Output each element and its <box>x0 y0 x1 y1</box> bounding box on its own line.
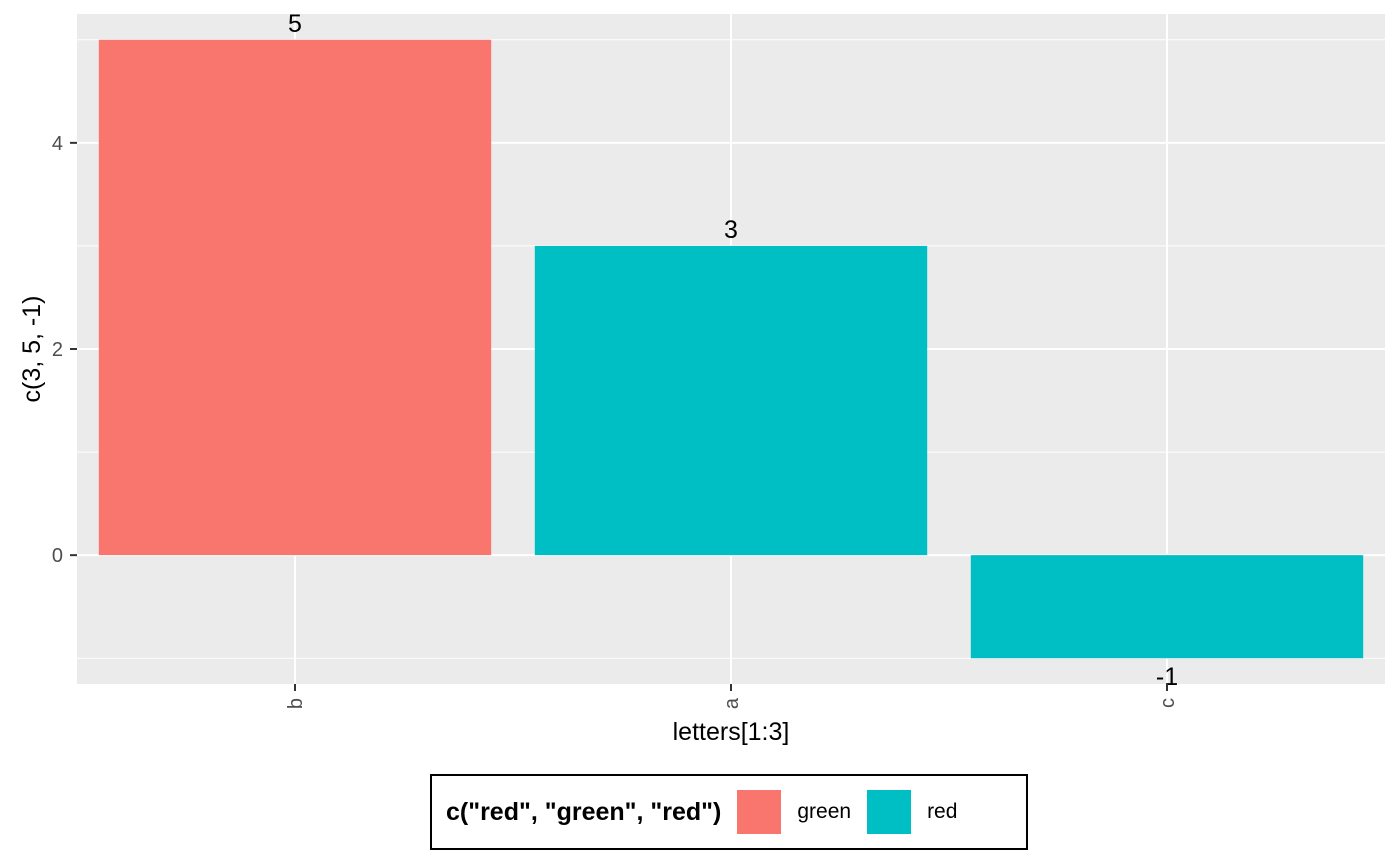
x-tick-label-c: c <box>1157 698 1179 708</box>
data-label-b: 5 <box>288 10 302 38</box>
bar-b <box>98 39 492 556</box>
data-label-a: 3 <box>724 216 738 244</box>
legend-item-green: green <box>737 790 851 834</box>
data-labels-group: 5 3 -1 <box>288 10 1178 691</box>
x-tick-label-a: a <box>721 697 743 709</box>
data-label-c: -1 <box>1156 663 1178 691</box>
legend-label-green: green <box>797 800 852 823</box>
y-tick-label: 2 <box>52 339 63 361</box>
y-tick-label: 4 <box>52 133 63 155</box>
bars-group <box>98 39 1364 659</box>
legend-label-red: red <box>927 800 958 823</box>
y-tick-label: 0 <box>52 545 63 567</box>
y-axis-title: c(3, 5, -1) <box>18 296 46 403</box>
x-axis-title: letters[1:3] <box>673 718 790 746</box>
bar-c <box>970 555 1364 659</box>
bar-a <box>534 245 928 556</box>
legend-title: c("red", "green", "red") <box>446 797 722 826</box>
legend-swatch-green <box>737 790 782 834</box>
legend-item-red: red <box>867 790 957 834</box>
x-tick-label-b: b <box>285 698 307 709</box>
legend-swatch-red <box>867 790 912 834</box>
y-axis: 0 2 4 <box>52 133 77 567</box>
legend: c("red", "green", "red") green red <box>430 774 1028 850</box>
